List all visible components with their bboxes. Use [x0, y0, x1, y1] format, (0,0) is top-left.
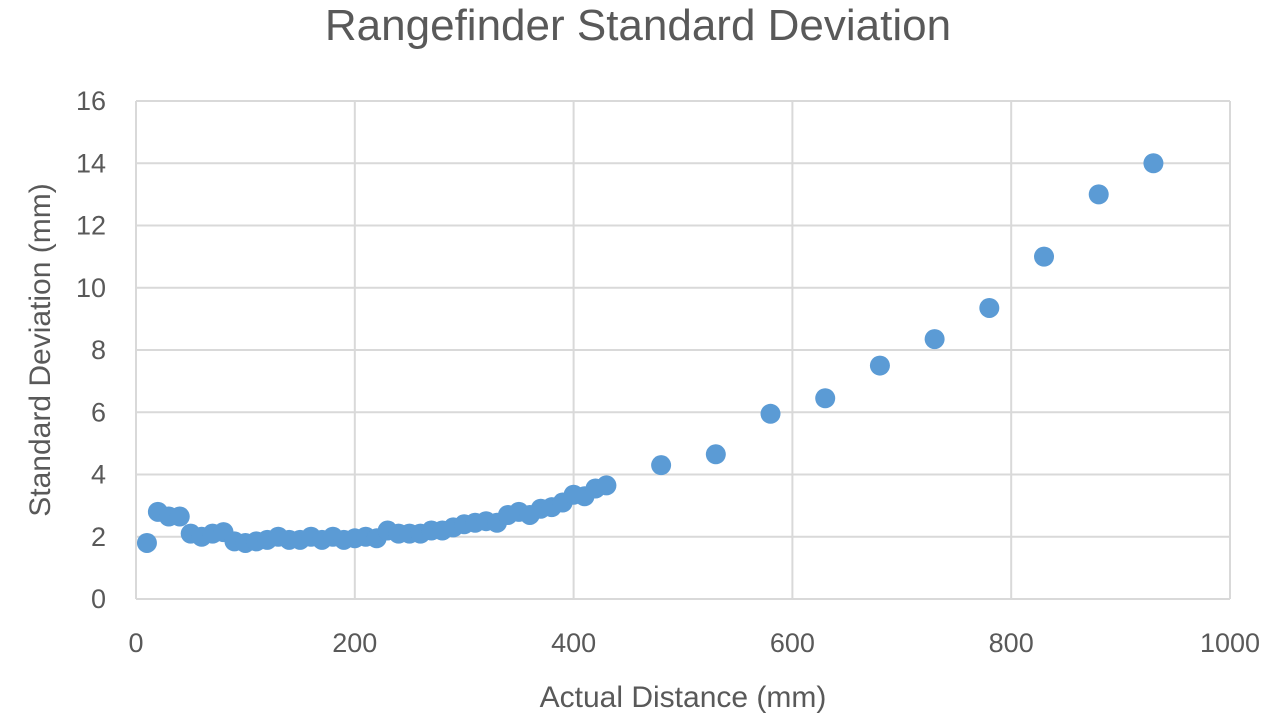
y-tick-label: 12 [76, 211, 106, 241]
x-tick-label: 1000 [1200, 628, 1260, 658]
x-tick-label: 400 [551, 628, 596, 658]
x-axis-title: Actual Distance (mm) [540, 681, 827, 714]
data-point [1088, 184, 1109, 205]
x-tick-label: 0 [128, 628, 143, 658]
data-point [979, 297, 1000, 318]
data-point [169, 506, 190, 527]
data-point [596, 475, 617, 496]
y-tick-label: 2 [91, 522, 106, 552]
y-axis-title: Standard Deviation (mm) [24, 183, 57, 516]
x-tick-label: 600 [770, 628, 815, 658]
data-points [136, 153, 1164, 553]
data-point [760, 403, 781, 424]
data-point [1143, 153, 1164, 174]
x-axis-tick-labels: 0 200 400 600 800 1000 [128, 628, 1260, 658]
data-point [136, 532, 157, 553]
y-axis-tick-labels: 0 2 4 6 8 10 12 14 16 [76, 86, 106, 614]
x-tick-label: 200 [332, 628, 377, 658]
data-point [1034, 246, 1055, 267]
y-tick-label: 16 [76, 86, 106, 116]
y-tick-label: 10 [76, 273, 106, 303]
y-tick-label: 4 [91, 460, 106, 490]
data-point [924, 329, 945, 350]
x-tick-label: 800 [989, 628, 1034, 658]
data-point [651, 455, 672, 476]
y-tick-label: 8 [91, 335, 106, 365]
y-tick-label: 6 [91, 397, 106, 427]
y-tick-label: 14 [76, 148, 106, 178]
data-point [815, 388, 836, 409]
chart-title: Rangefinder Standard Deviation [325, 1, 951, 50]
gridlines [135, 100, 1231, 600]
data-point [705, 444, 726, 465]
y-tick-label: 0 [91, 584, 106, 614]
data-point [869, 355, 890, 376]
